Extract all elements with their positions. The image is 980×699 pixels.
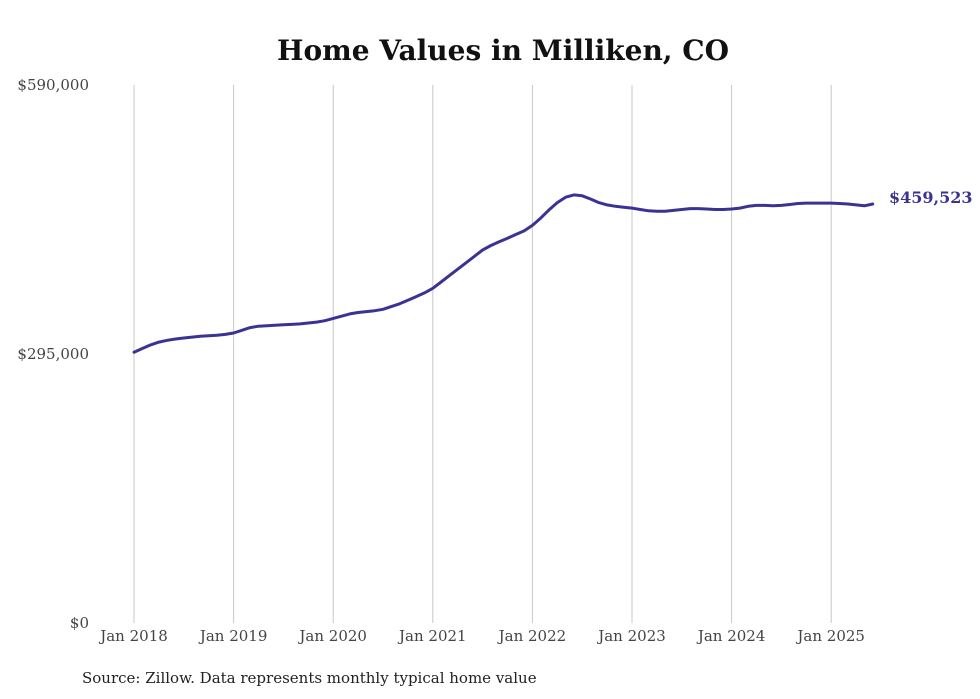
x-axis-ticks: Jan 2018 Jan 2019 Jan 2020 Jan 2021 Jan 2022… <box>98 627 865 645</box>
x-tick-label: Jan 2021 <box>397 627 467 645</box>
y-tick-label: $590,000 <box>17 76 89 94</box>
gridlines <box>133 85 832 623</box>
chart-title: Home Values in Milliken, CO <box>277 34 729 67</box>
x-tick-label: Jan 2024 <box>696 627 766 645</box>
end-value-label: $459,523 <box>889 188 973 207</box>
source-note: Source: Zillow. Data represents monthly … <box>82 669 537 687</box>
x-tick-label: Jan 2018 <box>98 627 168 645</box>
y-tick-label: $0 <box>70 614 89 632</box>
x-tick-label: Jan 2025 <box>795 627 865 645</box>
y-tick-label: $295,000 <box>17 345 89 363</box>
x-tick-label: Jan 2022 <box>497 627 567 645</box>
x-tick-label: Jan 2023 <box>596 627 666 645</box>
x-tick-label: Jan 2019 <box>198 627 268 645</box>
series-line <box>132 193 875 354</box>
y-axis-ticks: $0 $295,000 $590,000 <box>17 76 89 632</box>
x-tick-label: Jan 2020 <box>297 627 367 645</box>
